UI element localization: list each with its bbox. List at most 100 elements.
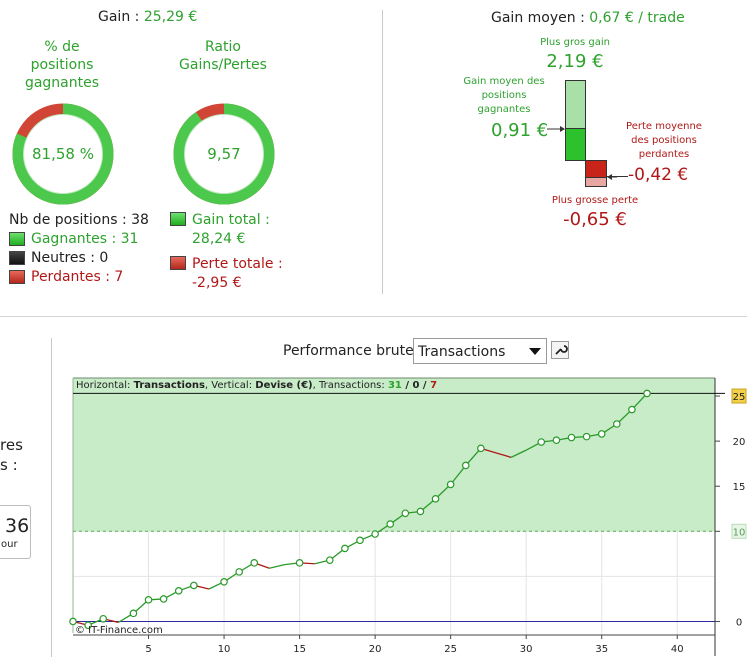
pct-winners-value: 81,58 %: [32, 145, 94, 163]
performance-chart: 5 10 15 20 25 30 35 40 25 20 15 10 0: [69, 377, 747, 656]
data-point: [628, 405, 636, 414]
y-tick-label: 15: [733, 482, 746, 493]
chart-header-losses: 7: [430, 380, 438, 391]
y-tick-label: 0: [736, 617, 742, 628]
average-gain-label: Gain moyen :: [491, 10, 590, 26]
ratio-value: 9,57: [207, 145, 241, 163]
chart-header-sep: /: [401, 380, 413, 391]
data-point: [129, 609, 138, 618]
series-segment: [495, 452, 512, 458]
data-point: [174, 587, 183, 595]
pct-title-line: positions: [30, 57, 94, 73]
losers-swatch-icon: [9, 270, 25, 284]
biggest-gain-value: 2,19 €: [546, 51, 604, 72]
chart-reference-lines: [73, 392, 725, 622]
x-tick-label: 10: [218, 644, 231, 655]
data-point: [69, 617, 77, 626]
data-point: [431, 495, 440, 503]
data-point: [643, 389, 651, 398]
y-tick-label: 20: [733, 437, 746, 448]
avg-loss-label: Perte moyenne des positions perdantes: [618, 120, 710, 162]
ratio-title-line: Ratio: [205, 39, 241, 55]
data-point: [159, 595, 168, 603]
average-gain-value: 0,67 € / trade: [589, 10, 685, 26]
average-gain-loss-bars: [547, 80, 617, 187]
x-tick-label: 5: [145, 644, 151, 655]
data-point: [613, 420, 621, 428]
total-loss: Perte totale : -2,95 €: [192, 255, 283, 293]
chart-header-part: Horizontal:: [76, 380, 134, 391]
chart-header-sep: /: [419, 380, 431, 391]
avg-loss-line: Perte moyenne: [626, 121, 702, 132]
biggest-loss-label: Plus grosse perte: [551, 195, 639, 206]
biggest-gain-label: Plus gros gain: [540, 37, 610, 48]
gain-value: 25,29 €: [143, 9, 198, 25]
average-gain-title: Gain moyen : 0,67 € / trade: [491, 10, 685, 26]
data-point: [461, 461, 470, 470]
x-tick-label: 30: [520, 644, 533, 655]
chart-green-band: [73, 378, 715, 532]
wrench-icon[interactable]: [551, 341, 569, 359]
data-point: [582, 432, 591, 441]
chart-header-part: , Vertical:: [204, 380, 256, 391]
nb-positions: Nb de positions : 38: [9, 212, 149, 228]
avg-win-line: Gain moyen des: [463, 76, 545, 87]
x-tick-label: 20: [369, 644, 382, 655]
ratio-title-line: Gains/Pertes: [179, 57, 267, 73]
data-point: [144, 596, 153, 604]
series-segment: [465, 447, 482, 466]
ratio-donut: [173, 103, 275, 205]
total-gain-line: 28,24 €: [192, 231, 246, 247]
avg-win-line: gagnantes: [477, 104, 531, 115]
pct-title-line: gagnantes: [24, 75, 100, 91]
data-point: [84, 621, 92, 630]
data-point: [190, 581, 198, 590]
wrench-glyph-icon: [555, 345, 568, 355]
x-tick-label: 15: [293, 644, 306, 655]
series-segment: [510, 449, 527, 458]
biggest-loss-value: -0,65 €: [563, 209, 627, 230]
performance-select[interactable]: Transactions: [413, 338, 547, 364]
x-tick-label: 40: [671, 644, 684, 655]
partial-box-value: 36: [5, 515, 30, 537]
total-loss-swatch-icon: [170, 256, 186, 270]
data-point: [416, 507, 425, 516]
ratio-title: Ratio Gains/Pertes: [160, 38, 286, 74]
avg-loss-arrow-icon: [606, 176, 628, 177]
pct-title-line: % de: [44, 39, 80, 55]
data-point: [552, 436, 561, 445]
total-loss-line: -2,95 €: [192, 275, 242, 291]
data-point: [235, 568, 243, 576]
pct-winners-title: % de positions gagnantes: [10, 38, 114, 92]
data-point: [446, 480, 455, 489]
data-point: [597, 430, 606, 438]
data-point: [325, 556, 334, 564]
chart-markers: [69, 389, 651, 630]
y-tick-label: 10: [733, 527, 746, 538]
partial-box-sub: our: [1, 539, 18, 550]
chart-header-neutral: 0: [412, 380, 420, 391]
data-point: [386, 520, 395, 528]
chart-x-ticks: 5 10 15 20 25 30 35 40: [145, 635, 684, 655]
series-segment: [450, 465, 467, 485]
neutral-count: Neutres : 0: [31, 250, 109, 266]
performance-select-value: Transactions: [418, 344, 506, 360]
neutral-swatch-icon: [9, 251, 25, 265]
data-point: [99, 614, 108, 623]
partial-value-box: 36 our: [0, 505, 31, 559]
y-tick-label: 25: [733, 392, 746, 403]
chart-header-bold: Devise (€): [255, 380, 313, 391]
avg-loss-line: des positions: [631, 135, 697, 146]
partial-text-2: s :: [0, 456, 18, 474]
data-point: [567, 433, 576, 442]
data-point: [341, 544, 349, 553]
band-value-badge: [731, 523, 747, 539]
losers-count: Perdantes : 7: [31, 269, 124, 285]
gain-label: Gain :: [98, 9, 144, 25]
data-point: [371, 530, 379, 538]
winners-count: Gagnantes : 31: [31, 231, 139, 247]
gain-title: Gain : 25,29 €: [98, 9, 197, 25]
avg-win-label: Gain moyen des positions gagnantes: [456, 75, 552, 117]
x-tick-label: 35: [595, 644, 608, 655]
winners-swatch-icon: [9, 232, 25, 246]
